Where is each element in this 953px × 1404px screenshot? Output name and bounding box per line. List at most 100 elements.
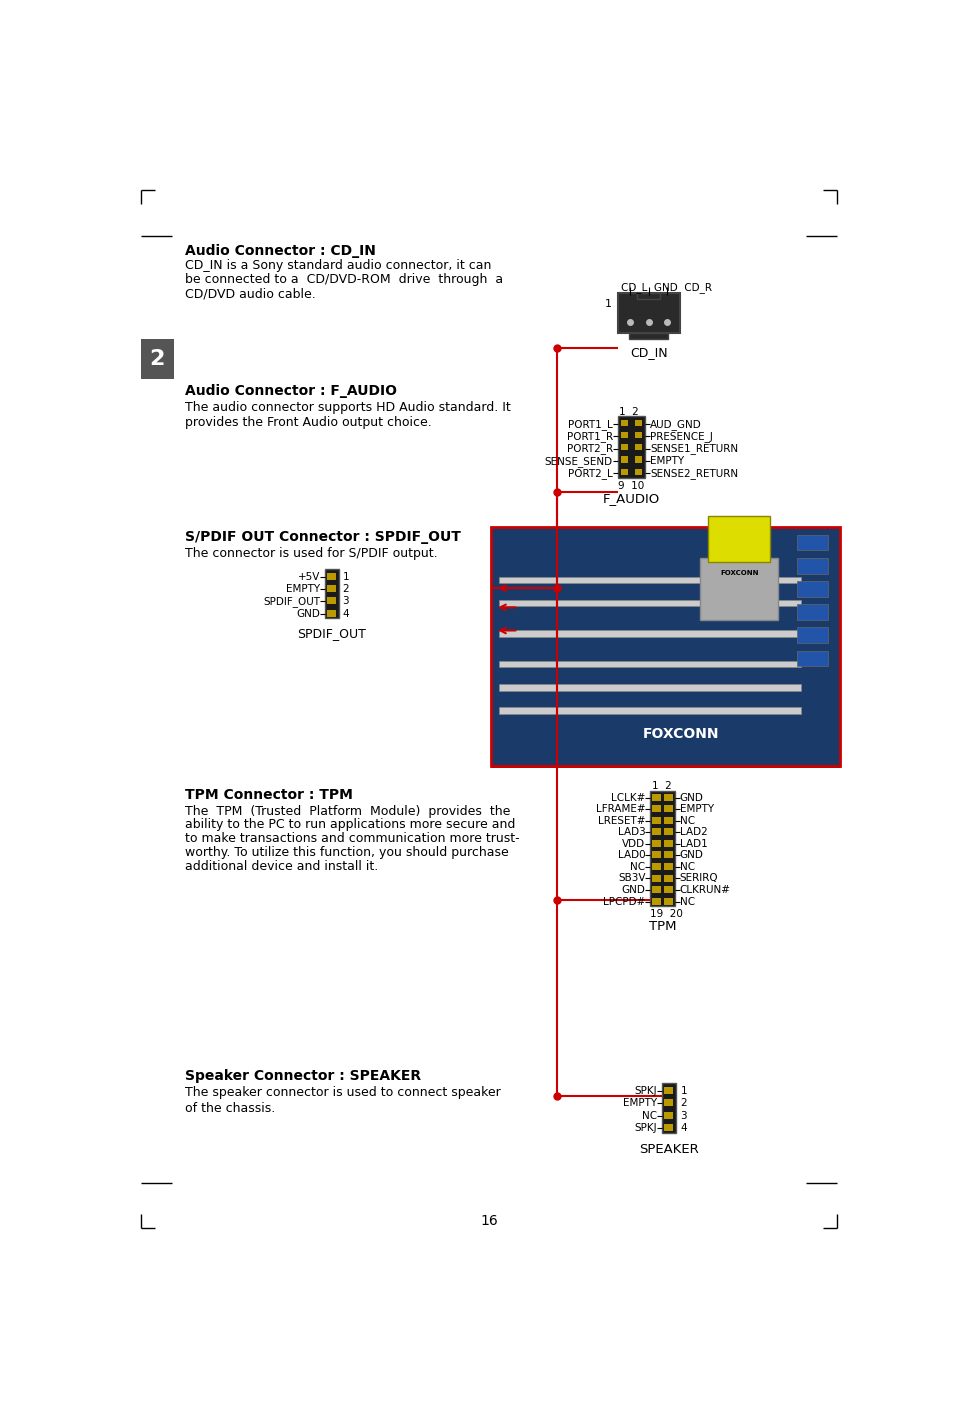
Bar [498, 577, 801, 583]
Text: TPM: TPM [648, 920, 676, 934]
Text: NC: NC [679, 862, 694, 872]
Bar [327, 597, 335, 604]
Text: LRESET#: LRESET# [598, 816, 645, 826]
Bar [663, 1125, 673, 1132]
Bar [663, 793, 673, 800]
Text: 1: 1 [679, 1085, 686, 1097]
Text: SENSE2_RETURN: SENSE2_RETURN [649, 468, 738, 479]
Text: The  TPM  (Trusted  Platform  Module)  provides  the: The TPM (Trusted Platform Module) provid… [185, 804, 510, 817]
Text: LPCPD#: LPCPD# [602, 897, 645, 907]
Text: 2: 2 [150, 350, 165, 369]
Bar [498, 630, 801, 636]
Text: PORT2_R: PORT2_R [566, 444, 612, 455]
Text: LAD0: LAD0 [618, 851, 645, 861]
Bar [634, 469, 641, 475]
Text: be connected to a  CD/DVD-ROM  drive  through  a: be connected to a CD/DVD-ROM drive throu… [185, 274, 503, 286]
Bar [634, 432, 641, 438]
Text: LAD2: LAD2 [679, 827, 706, 837]
Text: provides the Front Audio output choice.: provides the Front Audio output choice. [185, 417, 432, 430]
Text: NC: NC [630, 862, 645, 872]
Text: 19  20: 19 20 [649, 910, 682, 920]
Text: Speaker Connector : SPEAKER: Speaker Connector : SPEAKER [185, 1070, 421, 1084]
Bar [620, 432, 628, 438]
Bar [617, 293, 679, 333]
Text: 1: 1 [342, 571, 349, 581]
Bar [634, 456, 641, 463]
Text: LAD3: LAD3 [618, 827, 645, 837]
Bar [637, 293, 659, 299]
Bar [651, 840, 660, 847]
Text: GND: GND [679, 851, 702, 861]
Bar [491, 528, 840, 767]
Bar [651, 851, 660, 858]
Text: SPDIF_OUT: SPDIF_OUT [263, 595, 319, 607]
Text: Audio Connector : F_AUDIO: Audio Connector : F_AUDIO [185, 385, 396, 399]
Text: SPEAKER: SPEAKER [639, 1143, 698, 1157]
Bar [663, 817, 673, 824]
Text: Audio Connector : CD_IN: Audio Connector : CD_IN [185, 244, 375, 258]
Bar [663, 840, 673, 847]
Bar [634, 420, 641, 425]
Bar [498, 684, 801, 691]
Bar [651, 886, 660, 893]
Text: +5V: +5V [297, 571, 319, 581]
Bar [663, 1112, 673, 1119]
Text: additional device and install it.: additional device and install it. [185, 859, 378, 873]
Text: NC: NC [641, 1111, 657, 1120]
Text: GND: GND [679, 793, 702, 803]
Text: SPDIF_OUT: SPDIF_OUT [296, 628, 366, 640]
Bar [797, 628, 827, 643]
Bar [498, 661, 801, 667]
Bar [649, 790, 674, 906]
Bar [797, 559, 827, 573]
Text: EMPTY: EMPTY [679, 804, 713, 814]
Text: SERIRQ: SERIRQ [679, 873, 718, 883]
Text: 2: 2 [679, 1098, 686, 1108]
Text: ability to the PC to run applications more secure and: ability to the PC to run applications mo… [185, 819, 515, 831]
Bar [620, 469, 628, 475]
Text: The speaker connector is used to connect speaker: The speaker connector is used to connect… [185, 1087, 500, 1099]
Text: FOXCONN: FOXCONN [641, 727, 719, 741]
Bar [620, 420, 628, 425]
Bar [663, 828, 673, 835]
Text: LFRAME#: LFRAME# [596, 804, 645, 814]
Bar [663, 875, 673, 882]
Text: SENSE_SEND: SENSE_SEND [544, 456, 612, 466]
Text: S/PDIF OUT Connector : SPDIF_OUT: S/PDIF OUT Connector : SPDIF_OUT [185, 531, 460, 545]
Text: worthy. To utilize this function, you should purchase: worthy. To utilize this function, you sh… [185, 847, 508, 859]
Text: TPM Connector : TPM: TPM Connector : TPM [185, 788, 353, 802]
Bar [651, 817, 660, 824]
Bar [629, 333, 667, 340]
Text: NC: NC [679, 897, 694, 907]
Bar [663, 1087, 673, 1094]
Bar [797, 581, 827, 597]
Text: CD/DVD audio cable.: CD/DVD audio cable. [185, 286, 315, 300]
Text: PORT2_L: PORT2_L [568, 468, 612, 479]
Text: 3: 3 [342, 597, 349, 607]
Bar [141, 340, 173, 379]
Text: 1: 1 [604, 299, 612, 309]
Text: SPKJ: SPKJ [634, 1085, 657, 1097]
Text: PRESENCE_J: PRESENCE_J [649, 431, 712, 442]
Bar [651, 875, 660, 882]
Text: FOXCONN: FOXCONN [720, 570, 758, 576]
Text: VDD: VDD [621, 838, 645, 849]
Bar [707, 515, 769, 562]
Bar [651, 806, 660, 812]
Text: EMPTY: EMPTY [622, 1098, 657, 1108]
Bar [327, 609, 335, 616]
Text: GND: GND [295, 608, 319, 619]
Text: F_AUDIO: F_AUDIO [602, 491, 659, 505]
Text: NC: NC [679, 816, 694, 826]
Bar [663, 806, 673, 812]
Text: 16: 16 [479, 1214, 497, 1228]
Bar [651, 897, 660, 904]
Bar [620, 444, 628, 451]
Text: LAD1: LAD1 [679, 838, 706, 849]
Text: The connector is used for S/PDIF output.: The connector is used for S/PDIF output. [185, 548, 437, 560]
Text: CD_IN is a Sony standard audio connector, it can: CD_IN is a Sony standard audio connector… [185, 260, 491, 272]
Text: 4: 4 [679, 1123, 686, 1133]
Bar [324, 569, 338, 618]
Bar [663, 863, 673, 870]
Text: 1  2: 1 2 [618, 407, 639, 417]
